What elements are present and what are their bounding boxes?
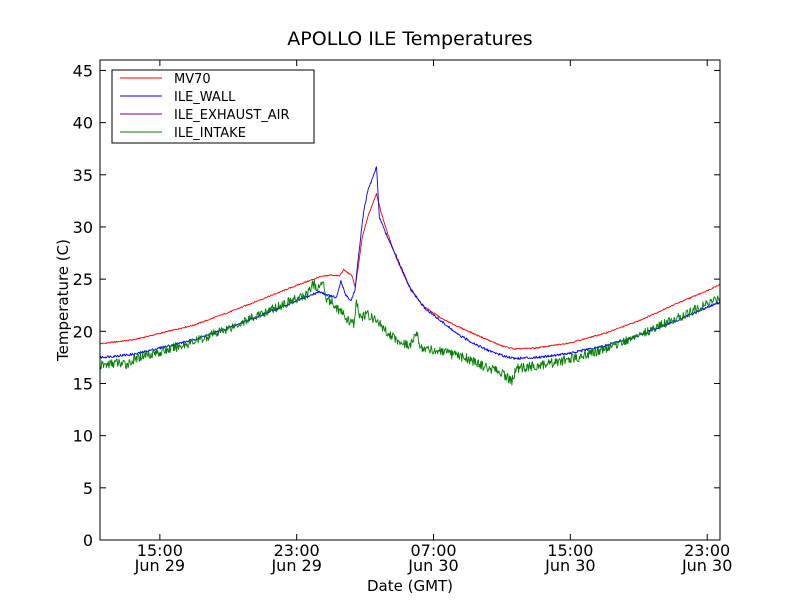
x-tick-time-label: 23:00 — [274, 541, 320, 560]
legend: MV70 ILE_WALL ILE_EXHAUST_AIR ILE_INTAKE — [111, 69, 315, 144]
x-tick-time-label: 07:00 — [410, 541, 456, 560]
legend-label: MV70 — [174, 72, 211, 87]
y-tick-label: 25 — [73, 270, 93, 289]
x-axis-title: Date (GMT) — [367, 577, 453, 595]
y-tick-label: 45 — [73, 61, 93, 80]
y-tick-label: 20 — [73, 322, 93, 341]
legend-label: ILE_INTAKE — [174, 126, 246, 141]
series-line-ile-intake — [100, 279, 720, 386]
y-tick-label: 30 — [73, 218, 93, 237]
legend-entries: MV70 ILE_WALL ILE_EXHAUST_AIR ILE_INTAKE — [120, 72, 290, 141]
y-tick-label: 0 — [83, 531, 93, 550]
x-tick-time-label: 15:00 — [137, 541, 183, 560]
legend-label: ILE_EXHAUST_AIR — [174, 108, 290, 123]
y-axis-title: Temperature (C) — [54, 239, 72, 362]
legend-box — [111, 69, 315, 144]
chart-title: APOLLO ILE Temperatures — [287, 28, 532, 50]
legend-label: ILE_WALL — [174, 90, 236, 105]
x-tick-date-label: Jun 30 — [681, 556, 732, 575]
x-tick-date-label: Jun 30 — [544, 556, 595, 575]
x-tick-date-label: Jun 29 — [270, 556, 321, 575]
y-tick-label: 5 — [83, 479, 93, 498]
x-tick-date-label: Jun 30 — [407, 556, 458, 575]
x-tick-time-label: 15:00 — [547, 541, 593, 560]
x-tick-time-label: 23:00 — [684, 541, 730, 560]
y-tick-label: 35 — [73, 166, 93, 185]
plot-frame — [99, 59, 721, 541]
y-tick-label: 15 — [73, 374, 93, 393]
series-layer — [100, 166, 720, 386]
y-axis: 0 5 10 15 20 25 30 35 40 45 — [73, 61, 720, 550]
x-tick-date-label: Jun 29 — [134, 556, 185, 575]
y-tick-label: 40 — [73, 114, 93, 133]
y-tick-label: 10 — [73, 427, 93, 446]
